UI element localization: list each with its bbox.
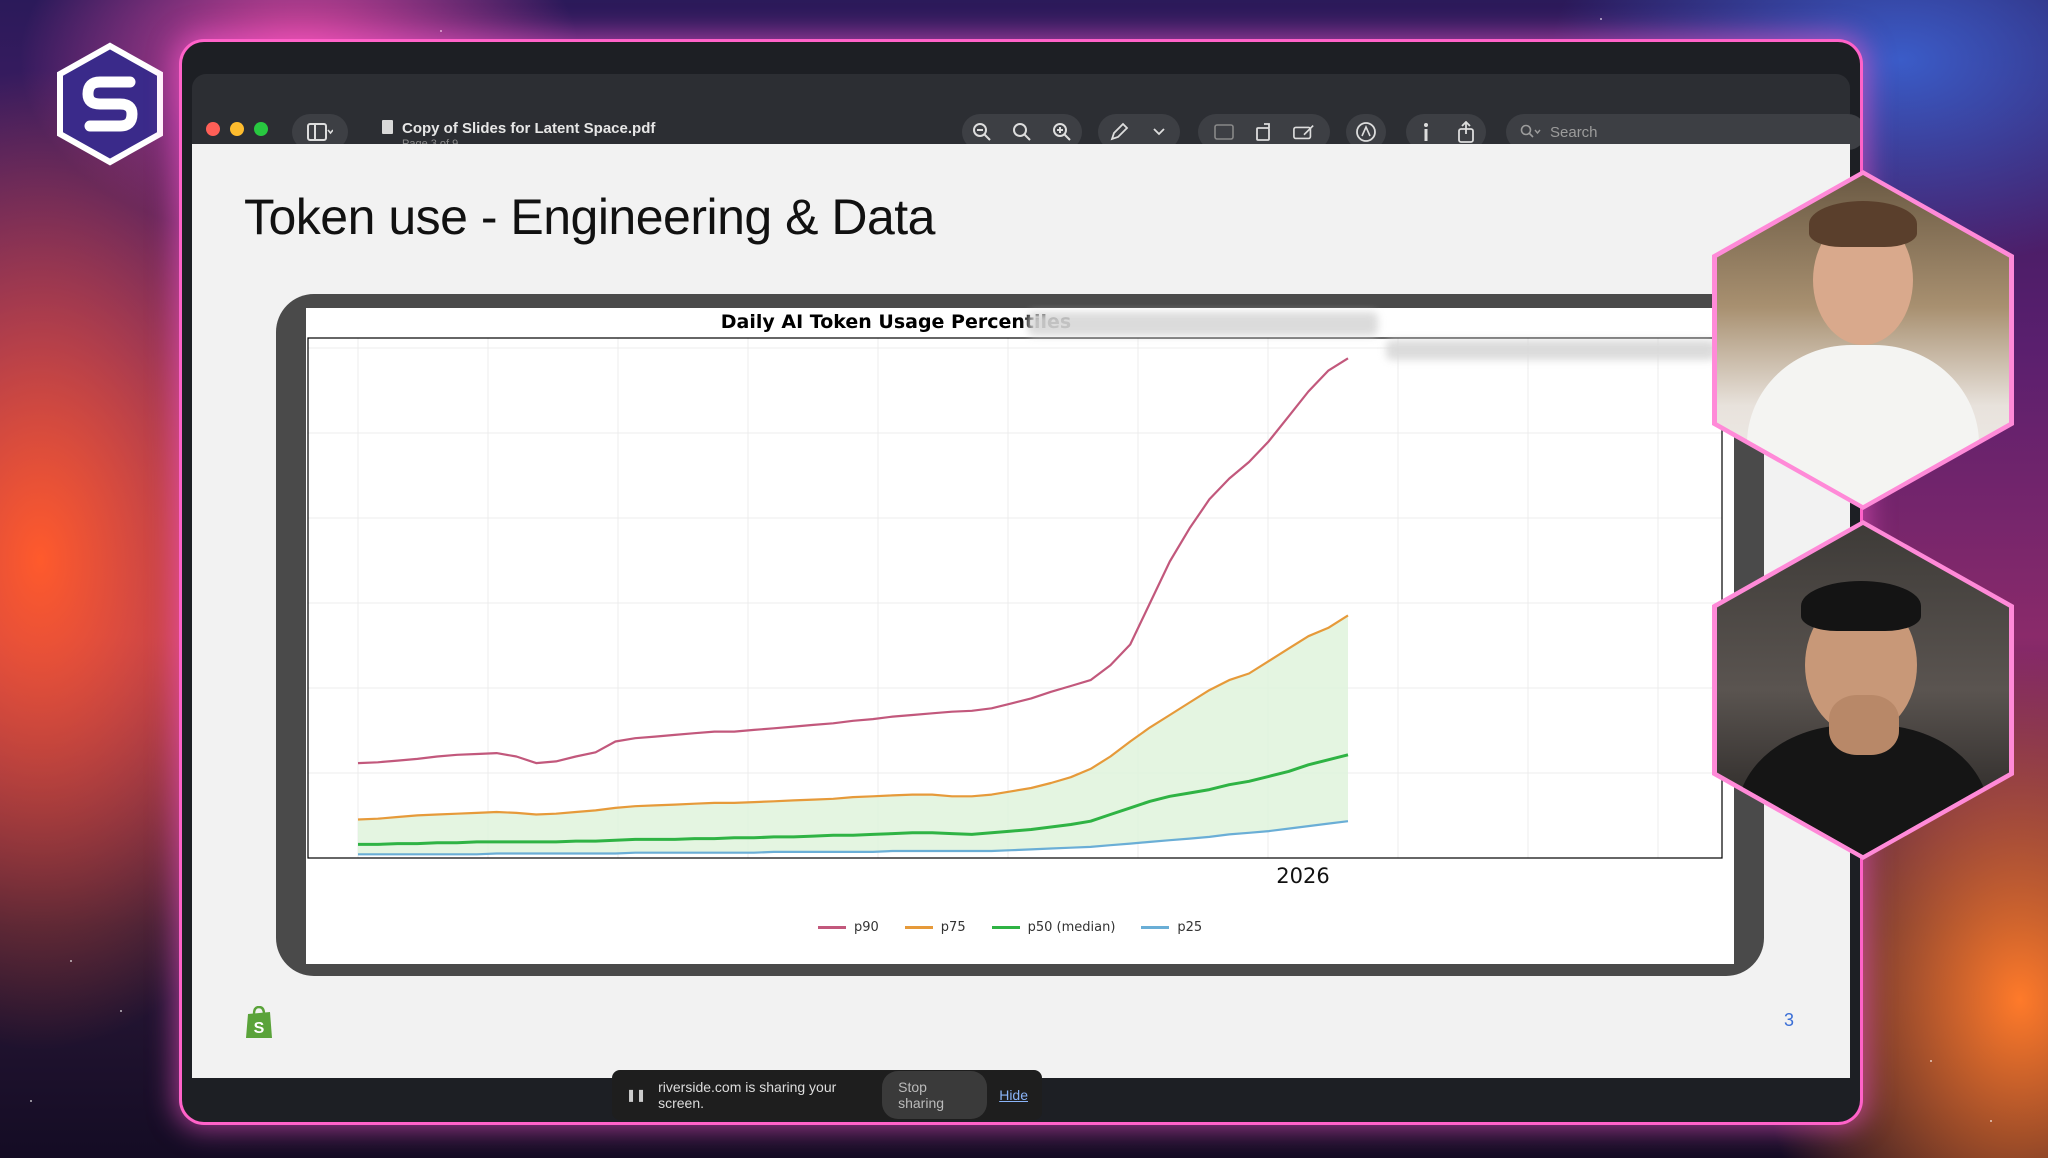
zoom-out-icon[interactable] (971, 121, 993, 143)
sidebar-icon (307, 123, 333, 141)
legend-item-p75: p75 (904, 920, 966, 935)
legend-item-p90: p90 (818, 920, 879, 935)
zoom-window-button[interactable] (254, 122, 268, 136)
sign-icon[interactable] (1293, 121, 1315, 143)
crop-icon[interactable] (1213, 121, 1235, 143)
series-line-p90 (357, 357, 1349, 765)
document-title: Copy of Slides for Latent Space.pdf (402, 120, 656, 137)
chevron-down-icon (1148, 121, 1170, 143)
legend-item-p50: p50 (median) (991, 920, 1115, 935)
info-icon[interactable] (1415, 121, 1437, 143)
slide-title: Token use - Engineering & Data (244, 189, 935, 245)
chart-area: Daily AI Token Usage Percentiles 2026 p9… (306, 308, 1734, 964)
chart-legend: p90 p75 p50 (median) p25 (818, 920, 1202, 935)
token-usage-chart: Daily AI Token Usage Percentiles 2026 (307, 311, 1723, 888)
series-line-p50 (358, 753, 1349, 846)
minimize-window-button[interactable] (230, 122, 244, 136)
share-icon[interactable] (1455, 121, 1477, 143)
participant-tile-2 (1712, 520, 2014, 860)
pdf-viewer-window: Copy of Slides for Latent Space.pdf Page… (182, 42, 1860, 1122)
close-window-button[interactable] (206, 122, 220, 136)
participant-tile-1 (1712, 170, 2014, 510)
chart-frame: Daily AI Token Usage Percentiles 2026 p9… (276, 294, 1764, 976)
pdf-page: Token use - Engineering & Data Daily AI … (192, 144, 1850, 1078)
participant-hair (1801, 581, 1921, 631)
zoom-in-icon[interactable] (1051, 121, 1073, 143)
actual-size-icon[interactable] (1011, 121, 1033, 143)
page-number: 3 (1784, 1010, 1795, 1030)
document-icon (382, 120, 393, 134)
gridlines (308, 338, 1722, 858)
hide-button[interactable]: Hide (999, 1087, 1028, 1103)
markup-circle-icon (1355, 121, 1377, 143)
series-line-p25 (358, 820, 1349, 856)
stop-sharing-button[interactable]: Stop sharing (882, 1071, 988, 1119)
screen-share-banner: ❚❚ riverside.com is sharing your screen.… (612, 1070, 1042, 1120)
redacted-note (1386, 340, 1716, 360)
legend-item-p25: p25 (1141, 920, 1202, 935)
redacted-subtitle (1028, 312, 1378, 336)
share-message: riverside.com is sharing your screen. (658, 1079, 837, 1111)
p25-p75-band (358, 615, 1348, 855)
svg-text:S: S (254, 1020, 265, 1037)
channel-logo (57, 42, 163, 166)
series-line-p75 (357, 614, 1349, 821)
shopify-logo: S (246, 1006, 272, 1038)
participant-hair (1809, 201, 1917, 247)
pause-icon: ❚❚ (626, 1088, 647, 1102)
chart-title: Daily AI Token Usage Percentiles (721, 311, 1071, 333)
rotate-icon[interactable] (1253, 121, 1275, 143)
search-placeholder: Search (1550, 123, 1598, 141)
plot-border (307, 337, 1723, 859)
search-icon (1520, 124, 1541, 138)
x-tick-label-2026: 2026 (1276, 864, 1329, 888)
participant-hand (1829, 695, 1899, 755)
pen-icon (1108, 121, 1130, 143)
